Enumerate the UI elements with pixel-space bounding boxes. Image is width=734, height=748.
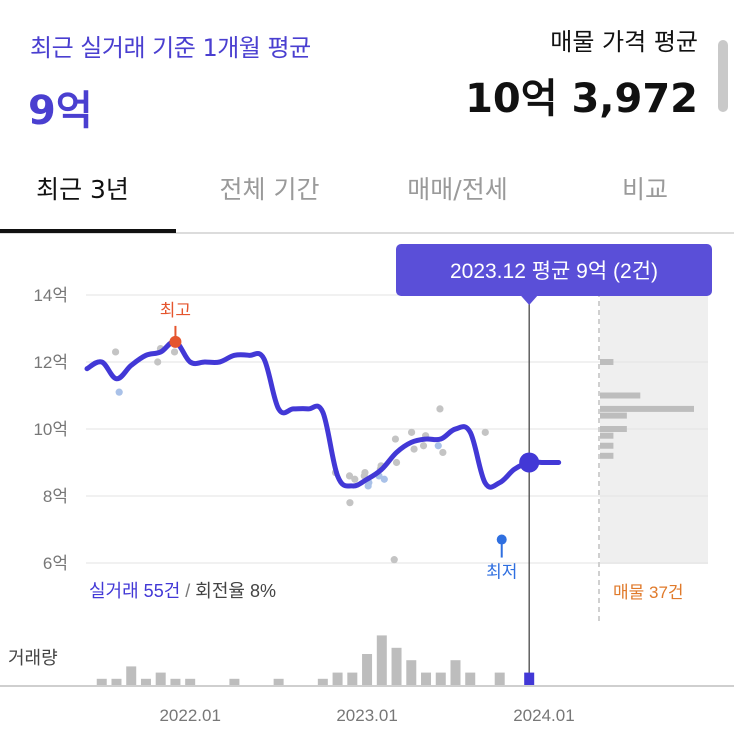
x-tick-label: 2023.01 xyxy=(336,706,397,725)
tab-all-period[interactable]: 전체 기간 xyxy=(219,175,320,204)
high-marker-dot xyxy=(169,335,182,348)
volume-bar xyxy=(317,678,328,685)
volume-bar xyxy=(126,666,137,685)
scrollbar[interactable] xyxy=(718,40,728,112)
tab-compare[interactable]: 비교 xyxy=(621,175,668,204)
listing-histogram-bar xyxy=(600,392,641,399)
volume-bar xyxy=(185,678,196,685)
listing-average-label: 매물 가격 평균 xyxy=(550,28,698,56)
volume-bar xyxy=(524,672,535,685)
transaction-dot xyxy=(346,499,354,507)
recent-average-value: 9억 xyxy=(28,88,93,134)
volume-bar xyxy=(332,672,343,685)
transaction-dot xyxy=(436,405,444,413)
volume-bar xyxy=(421,672,432,685)
transaction-dot xyxy=(434,442,442,450)
volume-bar xyxy=(362,654,373,685)
y-tick-label: 14억 xyxy=(33,286,68,305)
high-label: 최고 xyxy=(160,301,191,320)
transaction-dot xyxy=(380,475,388,483)
volume-bar xyxy=(465,672,476,685)
volume-bar xyxy=(406,660,417,685)
listing-histogram-bar xyxy=(600,426,627,432)
volume-bar xyxy=(111,678,122,685)
tab-recent-3-years[interactable]: 최근 3년 xyxy=(36,175,129,204)
tooltip-box xyxy=(396,244,712,296)
y-tick-label: 10억 xyxy=(33,420,68,439)
low-label: 최저 xyxy=(486,563,517,582)
transaction-dot xyxy=(154,358,162,366)
listing-histogram-bar xyxy=(600,359,614,365)
volume-bar xyxy=(140,678,151,685)
volume-label: 거래량 xyxy=(8,648,58,668)
transaction-dot xyxy=(115,388,123,396)
listing-histogram-bar xyxy=(600,405,694,412)
low-marker-dot xyxy=(496,534,507,545)
listing-count-label: 매물 37건 xyxy=(613,583,684,602)
transaction-dot xyxy=(419,442,428,450)
volume-bar xyxy=(450,660,461,685)
tooltip-arrow xyxy=(521,296,538,305)
transaction-dot xyxy=(170,348,179,356)
deal-summary: 실거래 55건 / 회전율 8% xyxy=(89,581,276,601)
volume-bar xyxy=(273,678,284,685)
tab-sale-jeonse[interactable]: 매매/전세 xyxy=(407,175,508,204)
transaction-dot xyxy=(390,556,398,564)
listing-histogram-bar xyxy=(600,432,614,439)
listing-histogram-bar xyxy=(600,442,614,449)
transaction-dot xyxy=(111,348,120,356)
volume-bar xyxy=(376,635,387,685)
y-tick-label: 12억 xyxy=(33,353,68,372)
tooltip-text: 2023.12 평균 9억 (2건) xyxy=(450,260,658,283)
listing-histogram-bar xyxy=(600,452,614,459)
x-tick-label: 2022.01 xyxy=(159,706,220,725)
transaction-dot xyxy=(439,448,447,457)
transaction-dot xyxy=(407,428,416,436)
x-tick-label: 2024.01 xyxy=(513,706,574,725)
volume-bar xyxy=(391,647,402,685)
volume-bar xyxy=(96,678,107,685)
volume-bar xyxy=(170,678,181,685)
y-tick-label: 6억 xyxy=(43,554,68,573)
listing-average-value: 10억 3,972 xyxy=(465,76,698,122)
transaction-dot xyxy=(345,472,354,480)
volume-bar xyxy=(229,678,240,685)
listing-histogram-bar xyxy=(600,412,627,419)
volume-bar xyxy=(435,672,446,685)
transaction-dot xyxy=(391,435,400,443)
transaction-dot xyxy=(410,445,418,453)
transaction-dot xyxy=(392,458,401,467)
transaction-dot xyxy=(364,482,372,490)
recent-average-label: 최근 실거래 기준 1개월 평균 xyxy=(30,34,311,62)
price-line xyxy=(84,339,562,490)
period-tabs: 최근 3년 전체 기간 매매/전세 비교 xyxy=(0,150,734,234)
y-tick-label: 8억 xyxy=(43,487,68,506)
volume-bar xyxy=(155,672,166,685)
transaction-dot xyxy=(481,428,489,436)
volume-bar xyxy=(494,672,505,685)
transaction-dot xyxy=(351,475,359,483)
active-tab-underline xyxy=(0,229,176,233)
volume-bar xyxy=(347,672,358,685)
cursor-dot xyxy=(519,452,540,473)
